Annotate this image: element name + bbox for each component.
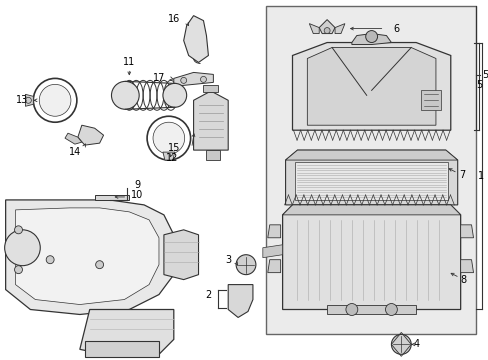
Text: 10: 10 xyxy=(131,190,143,200)
Circle shape xyxy=(5,230,40,266)
Circle shape xyxy=(324,28,329,33)
Circle shape xyxy=(390,334,410,354)
Text: 3: 3 xyxy=(224,255,231,265)
Polygon shape xyxy=(326,305,415,315)
Polygon shape xyxy=(206,150,220,160)
Circle shape xyxy=(365,31,377,42)
Polygon shape xyxy=(267,260,280,273)
Polygon shape xyxy=(203,85,218,92)
Text: 1: 1 xyxy=(477,171,484,181)
Circle shape xyxy=(39,84,71,116)
Polygon shape xyxy=(183,15,208,62)
Circle shape xyxy=(96,261,103,269)
Polygon shape xyxy=(282,205,460,215)
Polygon shape xyxy=(173,72,213,86)
Circle shape xyxy=(163,84,186,107)
Polygon shape xyxy=(163,230,198,280)
Circle shape xyxy=(15,266,22,274)
Polygon shape xyxy=(334,24,344,33)
Polygon shape xyxy=(80,310,173,357)
Circle shape xyxy=(236,255,255,275)
Polygon shape xyxy=(282,205,460,310)
Text: 5: 5 xyxy=(475,80,482,90)
Circle shape xyxy=(153,122,184,154)
Circle shape xyxy=(15,226,22,234)
Polygon shape xyxy=(292,42,450,130)
Polygon shape xyxy=(309,24,319,33)
Polygon shape xyxy=(460,260,472,273)
Circle shape xyxy=(181,77,186,84)
Text: 15: 15 xyxy=(167,143,180,153)
Text: 16: 16 xyxy=(167,14,180,24)
Circle shape xyxy=(385,303,397,315)
Polygon shape xyxy=(228,285,252,318)
Polygon shape xyxy=(420,90,440,110)
Polygon shape xyxy=(163,152,174,160)
Polygon shape xyxy=(95,195,129,200)
Circle shape xyxy=(345,303,357,315)
Polygon shape xyxy=(6,200,173,315)
Text: 9: 9 xyxy=(134,180,140,190)
Text: 6: 6 xyxy=(392,24,399,33)
Polygon shape xyxy=(460,225,472,238)
Polygon shape xyxy=(25,94,33,106)
Polygon shape xyxy=(84,341,159,357)
Text: 7: 7 xyxy=(459,170,465,180)
Text: 12: 12 xyxy=(165,153,178,163)
Text: 14: 14 xyxy=(69,147,81,157)
Polygon shape xyxy=(16,208,159,305)
Polygon shape xyxy=(319,20,334,33)
Polygon shape xyxy=(285,150,457,160)
Polygon shape xyxy=(193,92,228,150)
Bar xyxy=(265,6,474,334)
Circle shape xyxy=(111,81,139,109)
Polygon shape xyxy=(65,133,81,144)
Polygon shape xyxy=(262,245,282,258)
Text: 8: 8 xyxy=(460,275,466,285)
Text: 4: 4 xyxy=(412,339,418,349)
Text: 11: 11 xyxy=(123,58,135,67)
Polygon shape xyxy=(351,33,390,45)
Text: 17: 17 xyxy=(152,73,165,84)
Polygon shape xyxy=(307,48,435,125)
Circle shape xyxy=(46,256,54,264)
Text: 2: 2 xyxy=(205,289,211,300)
Circle shape xyxy=(25,97,31,103)
Circle shape xyxy=(200,76,206,82)
Text: 5: 5 xyxy=(481,71,488,80)
Polygon shape xyxy=(267,225,280,238)
Polygon shape xyxy=(295,162,447,200)
Polygon shape xyxy=(78,125,103,145)
Polygon shape xyxy=(285,150,457,205)
Text: 13: 13 xyxy=(16,95,28,105)
